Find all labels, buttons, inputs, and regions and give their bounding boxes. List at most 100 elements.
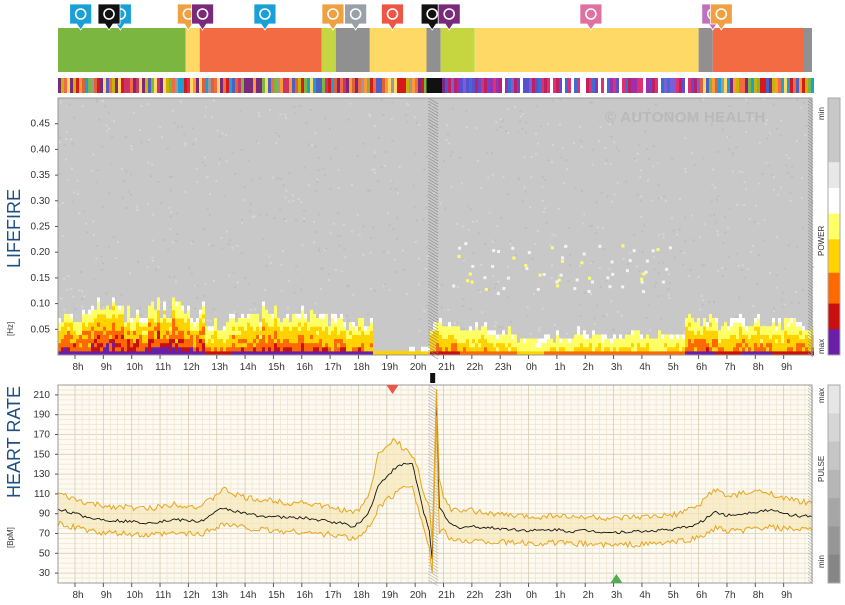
heatmap-cell: [238, 338, 241, 344]
heatmap-cell: [664, 338, 667, 344]
heatmap-cell: [590, 280, 594, 284]
heatmap-cell: [337, 330, 340, 335]
heatmap-cell: [88, 309, 91, 315]
heatmap-cell: [717, 195, 720, 198]
heatmap-cell: [130, 330, 133, 335]
heatmap-cell: [406, 293, 409, 296]
heatmap-cell: [495, 129, 498, 132]
strip-segment: [655, 78, 658, 93]
heatmap-cell: [661, 342, 664, 348]
heatmap-cell: [739, 313, 742, 319]
heatmap-cell: [76, 342, 79, 348]
heatmap-cell: [386, 211, 389, 214]
heatmap-cell: [388, 224, 391, 227]
heatmap-cell: [253, 338, 256, 344]
heatmap-cell: [265, 317, 268, 323]
heatmap-cell: [247, 338, 250, 344]
heatmap-cell: [253, 317, 256, 323]
strip-segment: [595, 78, 598, 93]
strip-segment: [760, 78, 763, 93]
heatmap-cell: [241, 317, 244, 323]
heatmap-cell: [349, 350, 352, 356]
heatmap-cell: [337, 338, 340, 344]
heatmap-cell: [190, 334, 193, 340]
heatmap-cell: [766, 346, 769, 352]
heatmap-cell: [669, 282, 672, 285]
heatmap-cell: [136, 260, 139, 263]
artifact-hatch: [427, 163, 439, 171]
heatmap-cell: [276, 177, 279, 180]
heatmap-cell: [551, 144, 554, 147]
heatmap-cell: [247, 322, 250, 327]
heatmap-cell: [121, 322, 124, 327]
heatmap-cell: [262, 238, 265, 241]
strip-segment: [658, 78, 661, 93]
heatmap-cell: [778, 350, 781, 356]
heatmap-cell: [733, 322, 736, 327]
heatmap-cell: [682, 346, 685, 352]
heatmap-cell: [595, 350, 598, 356]
heatmap-cell: [202, 342, 205, 348]
heatmap-cell: [310, 346, 313, 352]
heatmap-cell: [325, 317, 328, 323]
heatmap-cell: [253, 334, 256, 340]
heatmap-cell: [244, 338, 247, 344]
heatmap-cell: [259, 326, 262, 331]
heatmap-cell: [268, 330, 271, 335]
heatmap-cell: [151, 317, 154, 323]
heatmap-cell: [639, 169, 642, 172]
heatmap-cell: [571, 338, 574, 344]
heatmap-cell: [559, 338, 562, 344]
strip-segment: [343, 78, 346, 93]
heatmap-cell: [709, 334, 712, 340]
heatmap-cell: [172, 326, 175, 331]
heatmap-cell: [608, 123, 611, 126]
heatmap-cell: [709, 326, 712, 331]
heatmap-cell: [751, 346, 754, 352]
heatmap-cell: [190, 330, 193, 335]
heatmap-cell: [462, 297, 465, 300]
strip-segment: [553, 78, 556, 93]
heatmap-cell: [688, 313, 691, 319]
heatmap-cell: [211, 338, 214, 344]
heatmap-cell: [796, 322, 799, 327]
heatmap-cell: [731, 170, 734, 173]
strip-segment: [256, 78, 259, 93]
heatmap-cell: [280, 338, 283, 344]
heatmap-cell: [265, 342, 268, 348]
heatmap-cell: [91, 350, 94, 356]
heatmap-cell: [65, 138, 68, 141]
heatmap-cell: [369, 251, 372, 254]
heatmap-cell: [647, 304, 650, 307]
heatmap-cell: [787, 350, 790, 356]
heatmap-cell: [286, 342, 289, 348]
heatmap-cell: [634, 330, 637, 335]
heatmap-cell: [327, 273, 330, 276]
heatmap-cell: [490, 338, 493, 344]
heatmap-cell: [133, 326, 136, 331]
activity-icons: [69, 3, 733, 31]
heatmap-cell: [457, 346, 460, 352]
heatmap-cell: [139, 322, 142, 327]
heatmap-cell: [271, 338, 274, 344]
heatmap-cell: [787, 326, 790, 331]
end-icon: [97, 3, 121, 31]
heatmap-cell: [203, 294, 206, 297]
heatmap-cell: [127, 346, 130, 352]
heatmap-cell: [760, 326, 763, 331]
heatmap-cell: [349, 338, 352, 344]
x-tick-label: 22h: [467, 362, 484, 373]
heatmap-cell: [295, 330, 298, 335]
heatmap-cell: [449, 154, 452, 157]
heatmap-cell: [97, 342, 100, 348]
heatmap-cell: [731, 152, 734, 155]
heatmap-cell: [160, 346, 163, 352]
heatmap-cell: [337, 342, 340, 348]
heatmap-cell: [94, 317, 97, 323]
heatmap-cell: [160, 334, 163, 340]
heatmap-cell: [736, 252, 739, 255]
heatmap-cell: [214, 322, 217, 327]
heatmap-cell: [547, 159, 550, 162]
heatmap-cell: [794, 291, 797, 294]
